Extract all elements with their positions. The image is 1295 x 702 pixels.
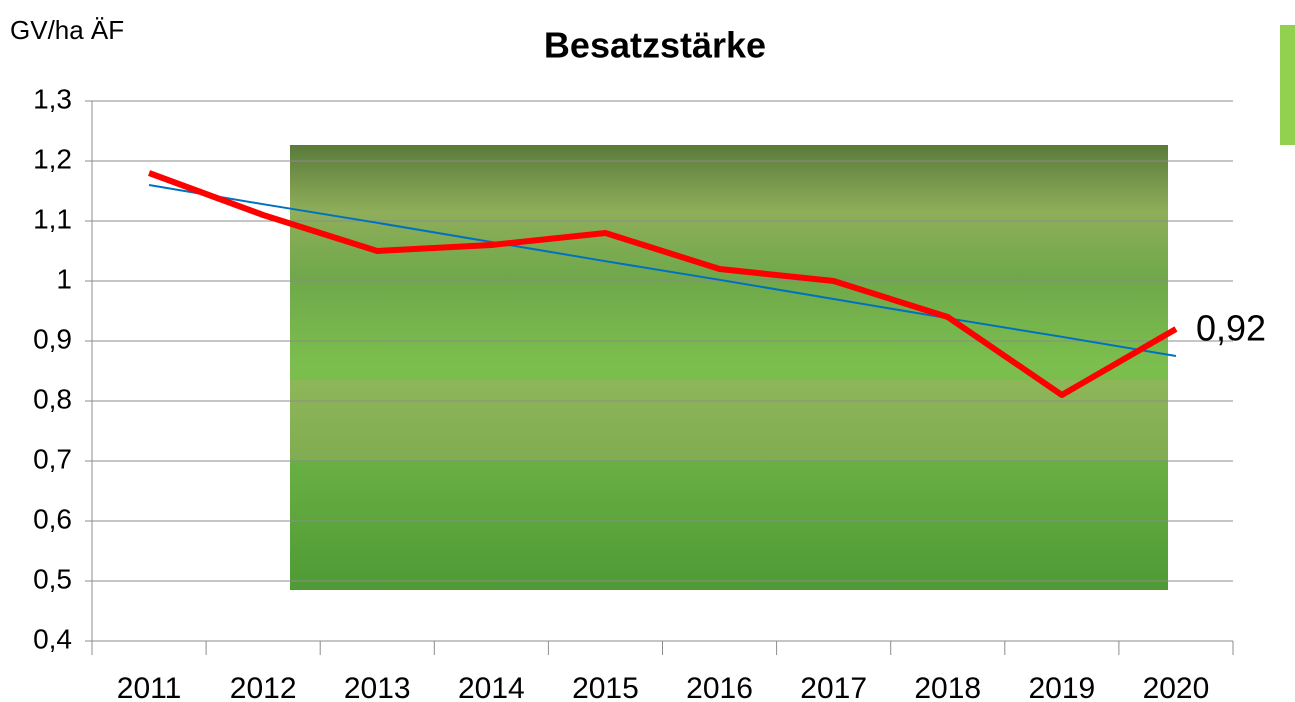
accent-bar	[1280, 25, 1295, 145]
x-tick-label: 2017	[800, 672, 867, 702]
y-tick-label: 1,3	[33, 83, 72, 114]
x-tick-label: 2018	[914, 672, 981, 702]
data-line	[148, 170, 1178, 398]
y-tick-label: 0,9	[33, 323, 72, 354]
x-tick-label: 2016	[686, 672, 753, 702]
x-tick-label: 2015	[572, 672, 639, 702]
photo-herd	[290, 380, 1168, 460]
y-tick-label: 0,4	[33, 623, 72, 654]
y-tick-label: 1,2	[33, 143, 72, 174]
y-tick-label: 0,8	[33, 383, 72, 414]
x-tick-label: 2020	[1143, 672, 1210, 702]
trend-line	[148, 184, 1177, 357]
y-tick-label: 0,5	[33, 563, 72, 594]
y-axis-label: GV/ha ÄF	[10, 15, 124, 45]
x-tick-label: 2011	[117, 672, 182, 702]
y-tick-label: 0,7	[33, 443, 72, 474]
x-tick-label: 2012	[230, 672, 297, 702]
x-tick-label: 2019	[1028, 672, 1095, 702]
x-tick-label: 2013	[344, 672, 411, 702]
y-tick-label: 1	[56, 263, 72, 294]
chart-title: Besatzstärke	[544, 25, 766, 66]
data-label: 0,92	[1196, 308, 1266, 349]
y-tick-label: 1,1	[33, 203, 72, 234]
x-tick-label: 2014	[458, 672, 525, 702]
background-photo	[290, 145, 1168, 590]
y-tick-label: 0,6	[33, 503, 72, 534]
